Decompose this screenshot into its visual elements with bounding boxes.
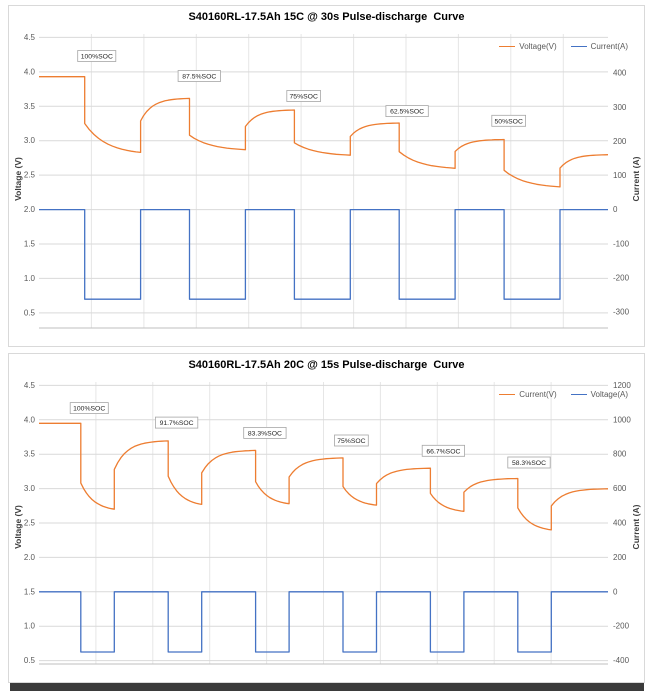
left-tick-label: 0.5	[24, 656, 36, 665]
left-tick-label: 4.5	[24, 33, 36, 42]
left-tick-label: 4.0	[24, 415, 36, 424]
plot-area: 4.5 4.0 3.5 3.0 2.5 2.0 1.5 1.0 0.5 400 300 200 100 0…	[24, 33, 630, 329]
left-tick-label: 3.5	[24, 450, 36, 459]
right-tick-label: -200	[613, 622, 630, 631]
left-tick-label: 3.0	[24, 484, 36, 493]
right-tick-label: 1200	[613, 381, 631, 390]
right-tick-label: 100	[613, 171, 627, 180]
chart-title: S40160RL-17.5Ah 20C @ 15s Pulse-discharg…	[188, 359, 465, 371]
legend-label: Voltage(V)	[519, 42, 557, 51]
soc-annotation-box	[334, 434, 369, 447]
soc-annotation-text: 100%SOC	[81, 54, 113, 61]
left-tick-label: 2.5	[24, 519, 36, 528]
soc-annotation-text: 62.5%SOC	[390, 109, 424, 116]
left-tick-label: 4.0	[24, 67, 36, 76]
soc-annotation-box	[177, 70, 221, 82]
legend-line-sample	[499, 394, 516, 395]
right-tick-label: -100	[613, 239, 630, 248]
right-tick-label: 0	[613, 205, 618, 214]
legend-line-sample	[499, 46, 516, 47]
chart-title: S40160RL-17.5Ah 15C @ 30s Pulse-discharg…	[188, 11, 465, 23]
legend: Current(V) Voltage(A)	[499, 390, 628, 399]
soc-annotation-text: 75%SOC	[337, 438, 365, 445]
right-tick-label: 400	[613, 519, 627, 528]
legend: Voltage(V) Current(A)	[499, 42, 628, 51]
right-tick-label: 400	[613, 69, 627, 78]
right-axis-title: Current (A)	[631, 156, 641, 202]
left-tick-label: 3.0	[24, 136, 36, 145]
bottom-dark-bar	[10, 683, 644, 691]
soc-annotation-box	[286, 90, 321, 102]
left-tick-label: 2.0	[24, 553, 36, 562]
plot-area: 4.5 4.0 3.5 3.0 2.5 2.0 1.5 1.0 0.5 1200 1000 800 60…	[24, 381, 631, 665]
left-tick-label: 2.0	[24, 205, 36, 214]
left-tick-label: 4.5	[24, 381, 36, 390]
right-tick-label: 800	[613, 450, 627, 459]
right-tick-label: -300	[613, 308, 630, 317]
pulse-voltage-line	[39, 422, 609, 531]
legend-label: Voltage(A)	[590, 390, 628, 399]
left-tick-label: 1.0	[24, 274, 36, 283]
pulse-voltage-line	[39, 76, 609, 188]
pulse-current-line	[39, 208, 608, 300]
soc-annotation-text: 87.5%SOC	[182, 74, 216, 81]
soc-annotation-box	[507, 456, 551, 469]
soc-annotation-box	[385, 105, 429, 117]
soc-annotation-box	[154, 416, 199, 429]
soc-annotation-box	[77, 50, 117, 62]
left-tick-label: 1.5	[24, 240, 36, 249]
legend-label: Current(A)	[590, 42, 628, 51]
left-tick-label: 1.0	[24, 622, 36, 631]
pulse-discharge-chart-20c: S40160RL-17.5Ah 20C @ 15s Pulse-discharg…	[8, 353, 645, 683]
right-tick-label: -400	[613, 656, 630, 665]
right-axis-title: Current (A)	[631, 504, 641, 550]
left-axis-title: Voltage (V)	[13, 157, 23, 201]
left-tick-label: 2.5	[24, 171, 36, 180]
legend-item: Current(A)	[570, 42, 628, 51]
soc-annotation-text: 100%SOC	[73, 406, 105, 413]
soc-annotation-box	[69, 402, 109, 415]
left-tick-label: 0.5	[24, 308, 36, 317]
right-tick-label: -200	[613, 273, 630, 282]
left-tick-label: 1.5	[24, 587, 36, 596]
legend-line-sample	[570, 46, 587, 47]
soc-annotation-text: 75%SOC	[290, 94, 318, 101]
legend-label: Current(V)	[519, 390, 557, 399]
right-tick-label: 300	[613, 103, 627, 112]
left-axis-title: Voltage (V)	[13, 505, 23, 549]
soc-annotation-box	[243, 427, 287, 439]
right-tick-label: 1000	[613, 415, 631, 424]
legend-item: Voltage(A)	[570, 390, 628, 399]
pulse-current-line	[39, 591, 608, 653]
right-tick-label: 200	[613, 137, 627, 146]
pulse-discharge-chart-15c: S40160RL-17.5Ah 15C @ 30s Pulse-discharg…	[8, 5, 645, 347]
soc-annotation-text: 83.3%SOC	[248, 431, 282, 438]
soc-annotation-box	[491, 114, 526, 127]
soc-annotation-text: 58.3%SOC	[512, 460, 546, 467]
right-tick-label: 200	[613, 553, 627, 562]
soc-annotation-text: 66.7%SOC	[426, 448, 460, 455]
soc-annotation-text: 91.7%SOC	[160, 420, 194, 427]
legend-item: Voltage(V)	[499, 42, 557, 51]
legend-line-sample	[570, 394, 587, 395]
right-tick-label: 0	[613, 587, 618, 596]
right-tick-label: 600	[613, 484, 627, 493]
soc-annotation-box	[421, 444, 466, 457]
legend-item: Current(V)	[499, 390, 557, 399]
soc-annotation-text: 50%SOC	[495, 118, 523, 125]
left-tick-label: 3.5	[24, 102, 36, 111]
